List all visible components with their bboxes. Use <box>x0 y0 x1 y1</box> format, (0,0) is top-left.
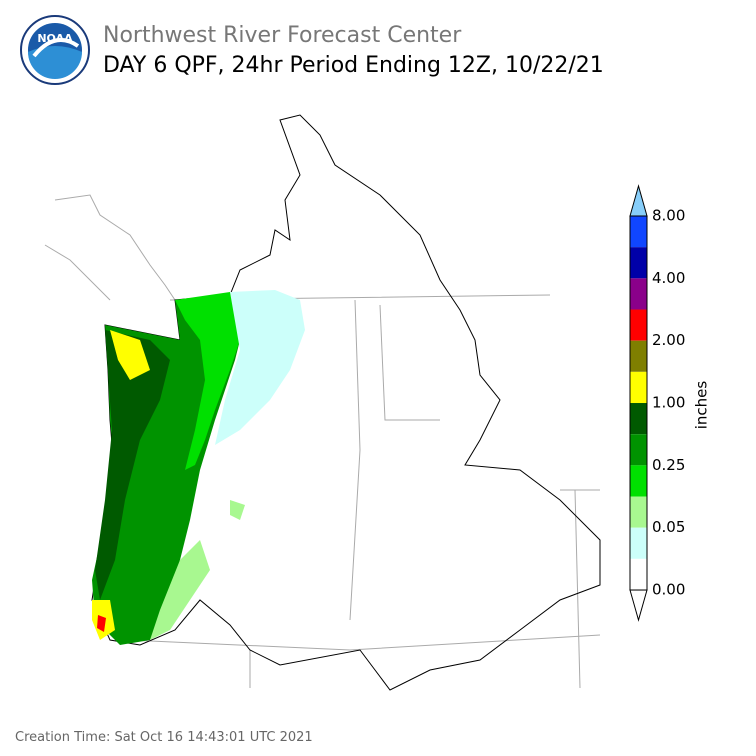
colorbar-bin <box>630 527 647 559</box>
creation-time: Creation Time: Sat Oct 16 14:43:01 UTC 2… <box>15 730 313 745</box>
map <box>44 114 601 691</box>
colorbar-bin <box>630 309 647 341</box>
colorbar-cap <box>629 184 648 217</box>
legend: 8.00 4.00 2.00 1.00 0.25 0.05 0.00 <box>629 184 685 622</box>
colorbar-bin <box>630 371 647 404</box>
legend-unit: inches <box>693 381 711 430</box>
title: Northwest River Forecast Center <box>103 23 462 48</box>
colorbar-bin <box>630 558 647 591</box>
colorbar-bin <box>630 247 647 279</box>
colorbar-label: 2.00 <box>652 331 685 349</box>
colorbar-label: 0.00 <box>652 581 685 599</box>
colorbar-bin <box>630 496 647 528</box>
colorbar-bin <box>630 216 647 248</box>
colorbar-bin <box>630 278 647 310</box>
colorbar-bin <box>630 465 647 497</box>
colorbar-cap <box>629 589 648 622</box>
logo-text: NOAA <box>37 32 73 45</box>
colorbar-bin <box>630 434 647 466</box>
colorbar-label: 0.05 <box>652 518 685 536</box>
colorbar-label: 1.00 <box>652 394 685 412</box>
colorbar-bin <box>630 403 647 435</box>
colorbar-frame <box>629 215 648 591</box>
subtitle: DAY 6 QPF, 24hr Period Ending 12Z, 10/22… <box>103 53 604 78</box>
colorbar-label: 4.00 <box>652 269 685 287</box>
colorbar-label: 8.00 <box>652 207 685 225</box>
colorbar-label: 0.25 <box>652 456 685 474</box>
noaa-logo: NOAA <box>20 15 90 85</box>
colorbar-bin <box>630 340 647 372</box>
